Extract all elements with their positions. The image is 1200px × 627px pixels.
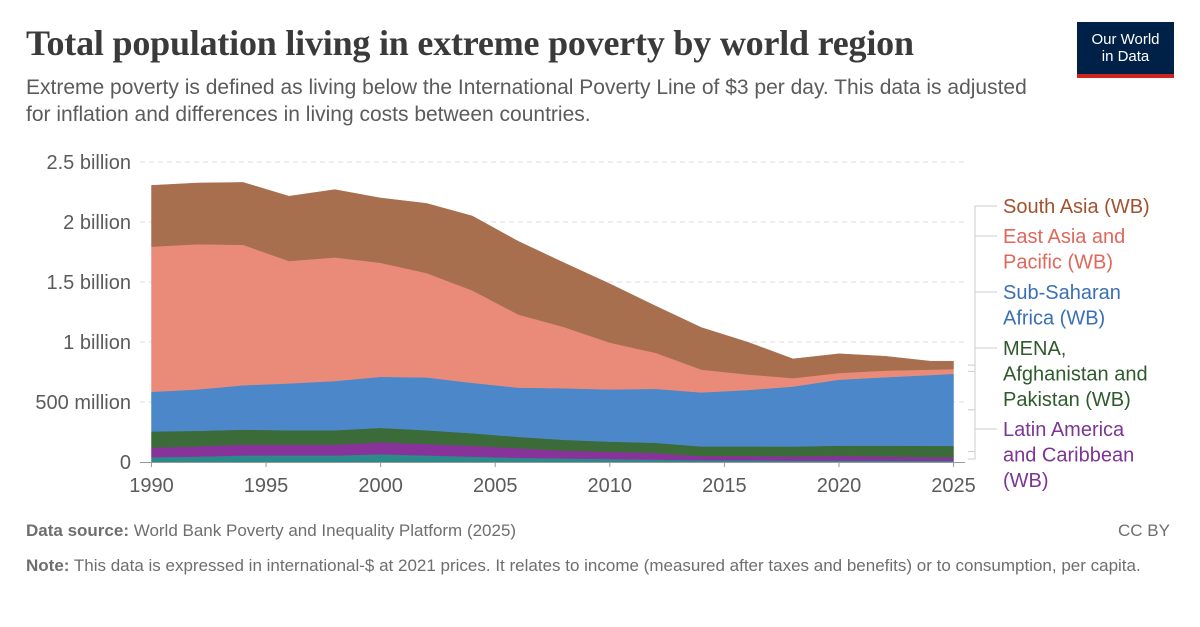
series-label-line: Afghanistan and	[1003, 364, 1148, 386]
series-label: South Asia (WB)	[1003, 196, 1150, 218]
series-label-line: Latin America	[1003, 419, 1125, 441]
x-tick-label: 2000	[358, 475, 403, 497]
x-tick-label: 2015	[702, 475, 747, 497]
series-label-line: MENA,	[1003, 338, 1066, 360]
data-source-text: World Bank Poverty and Inequality Platfo…	[128, 521, 517, 540]
area-south-asia-wb	[151, 182, 954, 379]
logo-line-1: Our World	[1091, 31, 1160, 48]
label-connector	[968, 428, 997, 460]
data-source: Data source: World Bank Poverty and Ineq…	[26, 521, 516, 541]
chart-subtitle: Extreme poverty is defined as living bel…	[26, 76, 1027, 126]
note-text: This data is expressed in international-…	[69, 556, 1141, 575]
logo-line-2: in Data	[1101, 48, 1150, 65]
label-connector	[968, 291, 997, 411]
license-link[interactable]: CC BY	[1118, 521, 1170, 540]
x-tick-label: 2010	[588, 475, 633, 497]
x-tick-label: 2020	[817, 475, 862, 497]
series-label-line: Pakistan (WB)	[1003, 389, 1131, 411]
owid-logo[interactable]: Our World in Data	[1077, 22, 1174, 78]
chart-title: Total population living in extreme pover…	[26, 23, 914, 63]
y-tick-label: 1 billion	[63, 332, 131, 354]
series-label-line: East Asia and	[1003, 226, 1125, 248]
y-tick-label: 0	[120, 452, 131, 474]
y-tick-label: 1.5 billion	[46, 272, 131, 294]
series-label: MENA, Afghanistan and Pakistan (WB)	[1003, 338, 1148, 411]
x-tick-label: 1995	[244, 475, 289, 497]
x-tick-label: 1990	[129, 475, 174, 497]
y-axis: 0 500 million 1 billion 1.5 billion 2 billio…	[35, 152, 131, 474]
y-tick-label: 2.5 billion	[46, 152, 131, 174]
x-axis: 1990 1995 2000 2005 2010 2015 2020 2025	[129, 462, 976, 497]
data-source-label: Data source:	[26, 521, 129, 540]
y-tick-label: 500 million	[35, 392, 131, 414]
series-label-line: (WB)	[1003, 470, 1049, 492]
stacked-area-chart: 0 500 million 1 billion 1.5 billion 2 billio…	[35, 152, 1150, 497]
note-label: Note:	[26, 556, 70, 575]
series-label: Sub-Saharan Africa (WB)	[1003, 282, 1121, 330]
series-label-line: Pacific (WB)	[1003, 252, 1113, 274]
series-label: East Asia and Pacific (WB)	[1003, 226, 1125, 274]
series-label-line: South Asia (WB)	[1003, 196, 1150, 218]
label-connector	[968, 205, 997, 366]
x-tick-label: 2005	[473, 475, 518, 497]
label-connector	[968, 235, 997, 372]
x-tick-label: 2025	[931, 475, 976, 497]
series-label-line: Sub-Saharan	[1003, 282, 1121, 304]
series-label: Latin America and Caribbean (WB)	[1003, 419, 1134, 492]
y-tick-label: 2 billion	[63, 212, 131, 234]
series-labels: South Asia (WB) East Asia and Pacific (WB)…	[968, 196, 1150, 492]
series-label-line: Africa (WB)	[1003, 308, 1105, 330]
series-label-line: and Caribbean	[1003, 445, 1134, 467]
area-series	[151, 182, 954, 463]
chart-note: Note: This data is expressed in internat…	[26, 553, 1166, 579]
label-connector	[968, 347, 997, 452]
